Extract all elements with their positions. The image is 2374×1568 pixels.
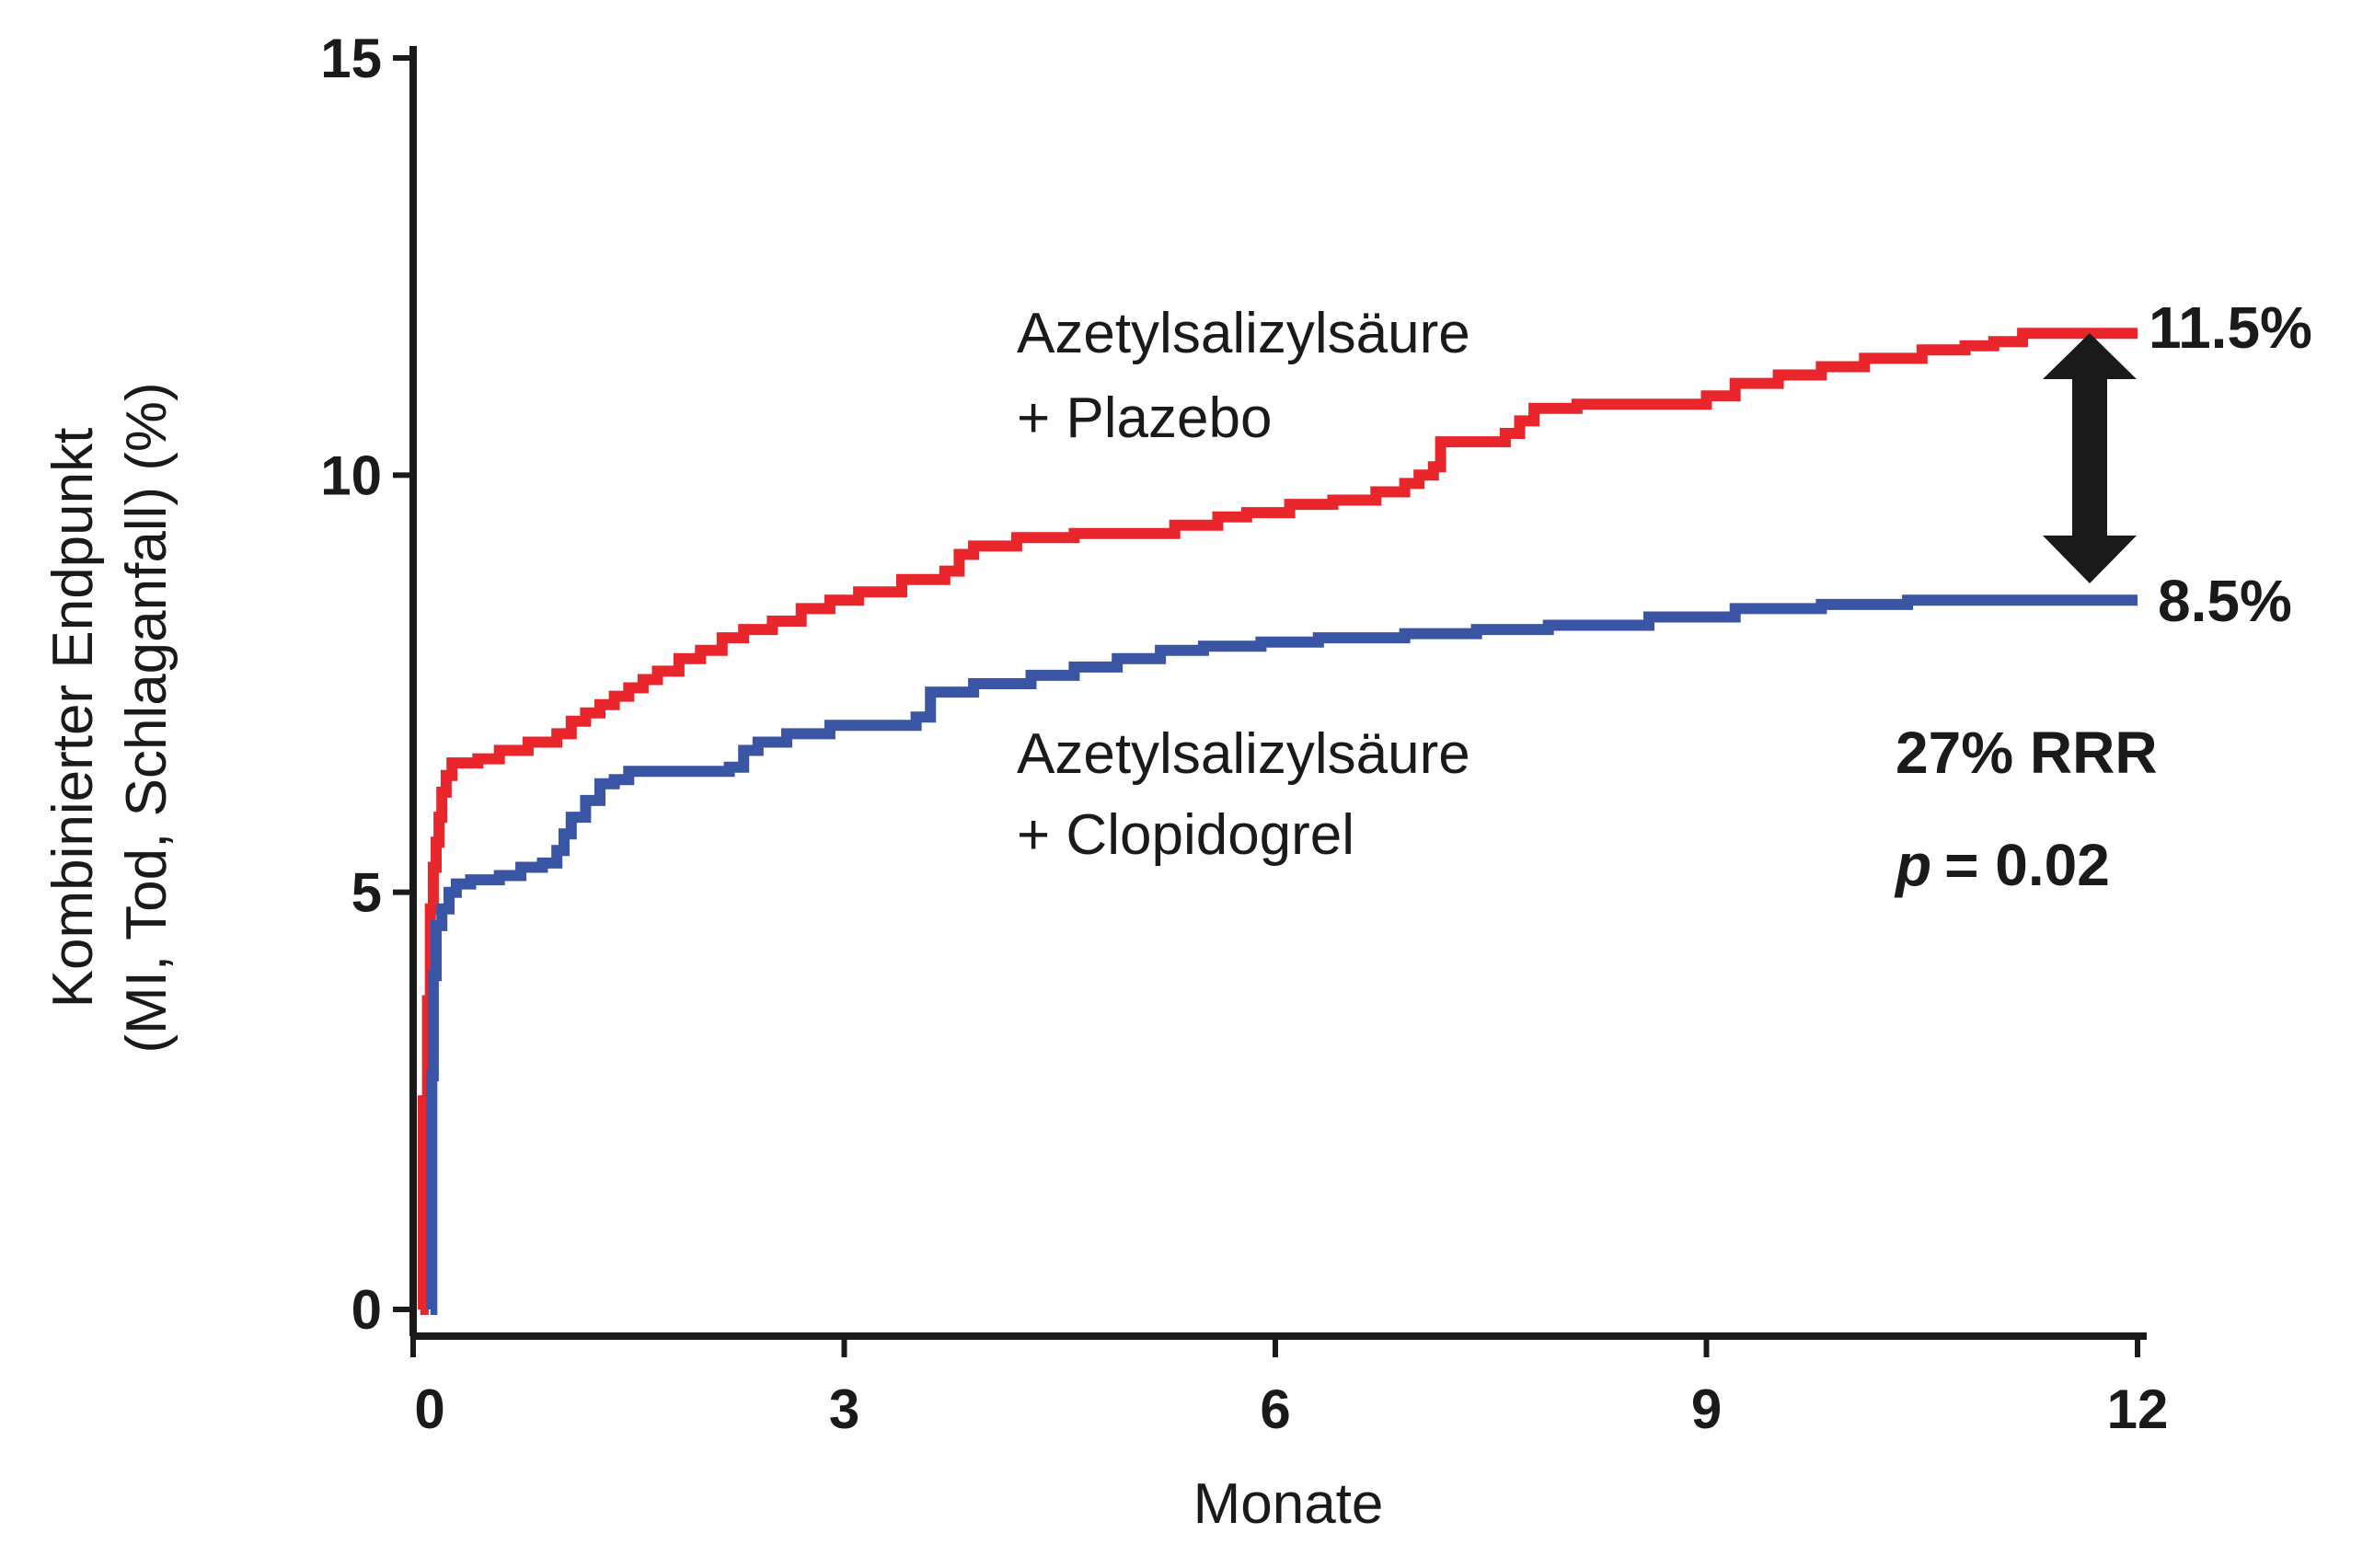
- placebo-series-line: [417, 328, 2138, 1315]
- x-tick-label-12: 12: [2107, 1378, 2169, 1440]
- clopidogrel-label-line2: + Clopidogrel: [1017, 803, 1354, 867]
- p-value: = 0.02: [1944, 832, 2110, 898]
- clopidogrel-series-line: [426, 594, 2138, 1315]
- clopidogrel-label-line1: Azetylsalizylsäure: [1017, 722, 1470, 786]
- clopidogrel-end-label: 8.5%: [2158, 568, 2292, 634]
- rrr-annotation: 27% RRR: [1896, 720, 2158, 786]
- p-value-annotation: p = 0.02: [1894, 832, 2110, 898]
- placebo-end-label: 11.5%: [2149, 294, 2312, 361]
- y-axis-title-line1: Kombinierter Endpunkt: [41, 428, 105, 1009]
- y-tick-label-0: 0: [351, 1279, 382, 1341]
- x-ticks: 0 3 6 9 12: [410, 1336, 2169, 1440]
- x-axis-title: Monate: [1193, 1472, 1384, 1536]
- p-symbol: p: [1894, 832, 1931, 898]
- y-ticks: 0 5 10 15: [320, 28, 413, 1341]
- y-tick-label-15: 15: [320, 28, 382, 89]
- y-tick-label-10: 10: [320, 444, 382, 506]
- x-tick-label-6: 6: [1260, 1378, 1290, 1440]
- difference-arrow: [2043, 333, 2137, 583]
- placebo-label-line2: + Plazebo: [1017, 386, 1273, 450]
- y-axis-title-line2: (MI, Tod, Schlaganfall) (%): [115, 382, 179, 1053]
- y-tick-label-5: 5: [351, 862, 382, 924]
- x-tick-label-0: 0: [414, 1378, 444, 1440]
- x-tick-label-3: 3: [829, 1378, 859, 1440]
- placebo-label-line1: Azetylsalizylsäure: [1017, 302, 1470, 365]
- x-tick-label-9: 9: [1691, 1378, 1722, 1440]
